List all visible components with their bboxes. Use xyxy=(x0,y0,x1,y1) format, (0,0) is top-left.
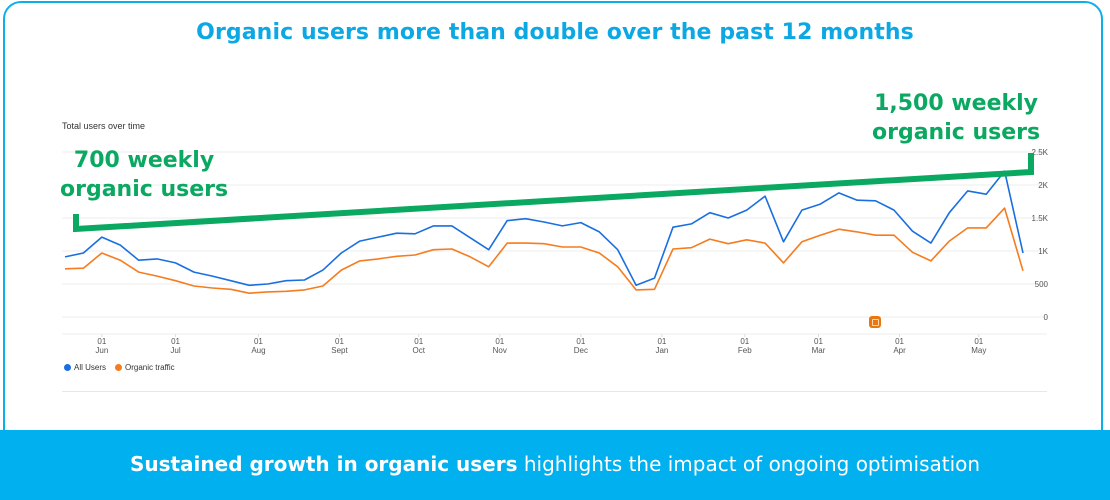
x-tick-month: Feb xyxy=(738,346,752,355)
x-tick-month: Apr xyxy=(893,346,906,355)
x-tick-day: 01 xyxy=(895,337,904,346)
series-line-organic-traffic[interactable] xyxy=(64,207,1024,295)
x-tick-day: 01 xyxy=(97,337,106,346)
y-tick-label: 0 xyxy=(1044,313,1049,322)
x-axis-ticks: 01Jun01Jul01Aug01Sept01Oct01Nov01Dec01Ja… xyxy=(95,334,986,355)
y-tick-label: 1K xyxy=(1038,247,1048,256)
annotation-start: 700 weekly organic users xyxy=(60,146,228,204)
x-tick-month: Jul xyxy=(170,346,180,355)
card-frame xyxy=(3,1,1103,497)
gridlines xyxy=(62,151,1047,335)
trend-annotation-line xyxy=(73,153,1034,233)
x-tick-day: 01 xyxy=(740,337,749,346)
annotation-end: 1,500 weekly organic users xyxy=(872,89,1040,147)
annotation-marker-icon[interactable] xyxy=(869,316,881,328)
x-tick-month: Mar xyxy=(812,346,826,355)
annotation-start-line1: 700 weekly xyxy=(73,148,215,173)
annotation-end-line1: 1,500 weekly xyxy=(874,91,1039,116)
headline: Organic users more than double over the … xyxy=(196,20,914,45)
footer-banner xyxy=(0,430,1110,500)
x-tick-day: 01 xyxy=(657,337,666,346)
series-line-all-users[interactable] xyxy=(64,170,1024,287)
footer-text-rest: highlights the impact of ongoing optimis… xyxy=(517,452,981,476)
x-tick-day: 01 xyxy=(495,337,504,346)
footer-text-bold: Sustained growth in organic users xyxy=(129,452,518,476)
legend-label: All Users xyxy=(74,363,107,372)
y-tick-label: 2K xyxy=(1038,181,1048,190)
chart-legend: All Users Organic traffic xyxy=(64,363,180,372)
x-tick-day: 01 xyxy=(254,337,263,346)
x-tick-month: Nov xyxy=(493,346,507,355)
x-tick-month: Jun xyxy=(95,346,108,355)
x-tick-month: Oct xyxy=(412,346,425,355)
x-tick-day: 01 xyxy=(414,337,423,346)
x-tick-month: Dec xyxy=(574,346,588,355)
chart-title: Total users over time xyxy=(62,121,146,131)
x-tick-day: 01 xyxy=(171,337,180,346)
all-users-dot-icon xyxy=(64,364,71,371)
legend-item-all-users[interactable]: All Users xyxy=(64,363,106,372)
x-tick-day: 01 xyxy=(814,337,823,346)
y-tick-label: 1.5K xyxy=(1032,214,1049,223)
x-tick-day: 01 xyxy=(335,337,344,346)
annotation-end-line2: organic users xyxy=(872,120,1041,145)
divider xyxy=(62,391,1047,392)
annotation-start-line2: organic users xyxy=(60,177,229,202)
x-tick-month: Aug xyxy=(251,346,265,355)
y-axis-ticks: 0 500 1K 1.5K 2K 2.5K xyxy=(1032,148,1049,322)
y-tick-label: 500 xyxy=(1035,280,1049,289)
x-tick-month: May xyxy=(971,346,986,355)
x-tick-day: 01 xyxy=(576,337,585,346)
x-tick-month: Jan xyxy=(655,346,668,355)
x-tick-month: Sept xyxy=(331,346,348,355)
legend-label: Organic traffic xyxy=(125,363,175,372)
x-tick-day: 01 xyxy=(974,337,983,346)
legend-item-organic-traffic[interactable]: Organic traffic xyxy=(115,363,175,372)
footer-text: Sustained growth in organic users highli… xyxy=(0,452,1110,476)
organic-dot-icon xyxy=(115,364,123,371)
y-tick-label: 2.5K xyxy=(1032,148,1049,157)
series-lines xyxy=(64,170,1024,295)
